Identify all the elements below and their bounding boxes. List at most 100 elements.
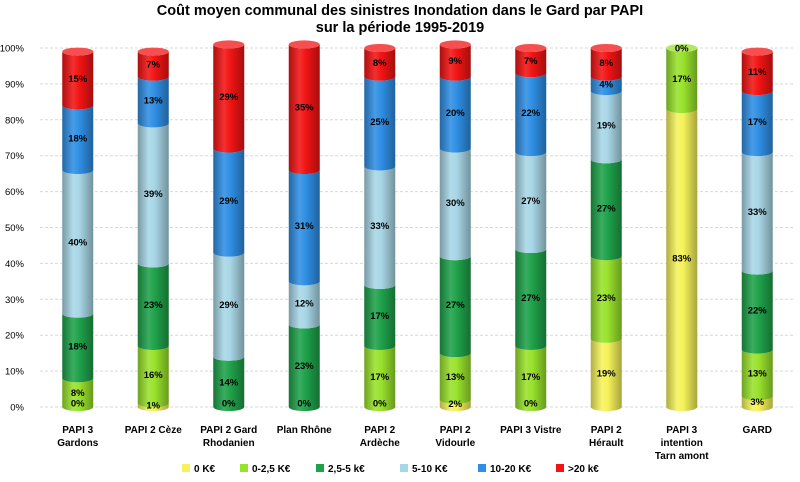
- category-label: PAPI 2 Ardèche: [360, 425, 400, 449]
- y-tick-label: 40%: [5, 259, 25, 270]
- category-label: PAPI 2 Gard Rhodanien: [200, 425, 257, 449]
- data-label: 18%: [68, 341, 88, 352]
- data-label: 83%: [672, 254, 692, 265]
- data-label: 27%: [521, 293, 541, 304]
- data-label: 20%: [446, 108, 466, 119]
- data-label: 17%: [672, 74, 692, 85]
- bar-segment: [741, 270, 773, 354]
- data-label: 22%: [521, 108, 541, 119]
- category-label: PAPI 2 Vidourle: [435, 425, 475, 449]
- bar-segment: [213, 356, 245, 411]
- bar-top-cap: [137, 47, 169, 56]
- bar-segment: [137, 76, 169, 128]
- data-label: 7%: [524, 56, 538, 67]
- data-label: 23%: [597, 293, 617, 304]
- data-label: 2%: [448, 399, 462, 410]
- bar-segment: [62, 105, 94, 175]
- legend-swatch: [478, 464, 486, 472]
- bar-segment: [590, 48, 622, 81]
- bar-segment: [439, 76, 471, 153]
- bar-segment: [590, 338, 622, 411]
- data-label: 23%: [144, 300, 164, 311]
- bar-segment: [590, 159, 622, 261]
- legend-swatch: [316, 464, 324, 472]
- data-label: 22%: [748, 306, 768, 317]
- bar-top-cap: [62, 47, 94, 56]
- data-label: 4%: [599, 79, 613, 90]
- bar-segment: [364, 48, 396, 81]
- bar-segment: [439, 353, 471, 404]
- bar-top-cap: [741, 47, 773, 56]
- data-label: 0%: [71, 399, 85, 410]
- bar-segment: [288, 281, 320, 329]
- bar-segment: [439, 256, 471, 358]
- legend-label: 5-10 K€: [412, 464, 448, 475]
- data-label: 17%: [370, 311, 390, 322]
- data-label: 30%: [446, 198, 466, 209]
- data-label: 8%: [373, 58, 387, 69]
- data-label: 13%: [748, 368, 768, 379]
- data-label: 0%: [675, 44, 689, 55]
- bar-segment: [741, 396, 773, 411]
- data-label: 17%: [748, 117, 768, 128]
- legend-label: 2,5-5 k€: [328, 464, 365, 475]
- data-label: 0%: [297, 399, 311, 410]
- y-tick-label: 10%: [5, 367, 25, 378]
- data-label: 19%: [597, 121, 617, 132]
- data-label: 7%: [146, 60, 160, 71]
- data-label: 31%: [295, 221, 315, 232]
- chart-subtitle: sur la période 1995-2019: [315, 20, 485, 36]
- data-label: 35%: [295, 103, 315, 114]
- bar-top-cap: [439, 40, 471, 49]
- bar-segment: [213, 148, 245, 257]
- bar-segment: [137, 123, 169, 268]
- bar-top-cap: [364, 44, 396, 52]
- bar-segment: [137, 403, 169, 411]
- y-tick-label: 60%: [5, 187, 25, 198]
- bar-segment: [213, 44, 245, 153]
- bar-segment: [515, 249, 547, 350]
- data-label: 39%: [144, 189, 164, 200]
- category-label: PAPI 3 Vistre: [500, 425, 562, 436]
- bar-segment: [288, 170, 320, 286]
- data-label: 19%: [597, 368, 617, 379]
- data-label: 14%: [219, 377, 239, 388]
- bar-segment: [515, 345, 547, 411]
- bar-segment: [590, 76, 622, 96]
- bar-segment: [213, 252, 245, 361]
- y-tick-label: 90%: [5, 79, 25, 90]
- bar-segment: [590, 256, 622, 343]
- bar-segment: [515, 152, 547, 254]
- category-label: Plan Rhône: [277, 425, 332, 436]
- bar-top-cap: [590, 44, 622, 52]
- legend-label: 0-2,5 K€: [252, 464, 291, 475]
- y-tick-label: 20%: [5, 331, 25, 342]
- chart-title: Coût moyen communal des sinistres Inonda…: [156, 3, 644, 19]
- data-label: 16%: [144, 370, 164, 381]
- legend-label: >20 k€: [568, 464, 599, 475]
- data-label: 13%: [144, 96, 164, 107]
- data-label: 0%: [524, 399, 538, 410]
- bar-segment: [741, 51, 773, 96]
- bar-segment: [364, 345, 396, 411]
- data-label: 12%: [295, 298, 315, 309]
- y-tick-label: 0%: [10, 403, 24, 414]
- legend-label: 0 K€: [194, 464, 216, 475]
- bar-segment: [515, 48, 547, 78]
- data-label: 23%: [295, 361, 315, 372]
- data-label: 27%: [597, 203, 617, 214]
- data-label: 29%: [219, 92, 239, 103]
- category-label: PAPI 2 Hérault: [589, 425, 624, 449]
- data-label: 40%: [68, 237, 88, 248]
- data-label: 1%: [146, 401, 160, 412]
- bar-top-cap: [213, 40, 245, 49]
- data-label: 3%: [750, 397, 764, 408]
- bar-segment: [590, 91, 622, 164]
- bar-segment: [137, 345, 169, 408]
- category-label: GARD: [743, 425, 772, 436]
- bar-top-cap: [666, 44, 698, 52]
- bar-segment: [364, 284, 396, 350]
- data-label: 11%: [748, 67, 767, 78]
- bar-segment: [741, 349, 773, 401]
